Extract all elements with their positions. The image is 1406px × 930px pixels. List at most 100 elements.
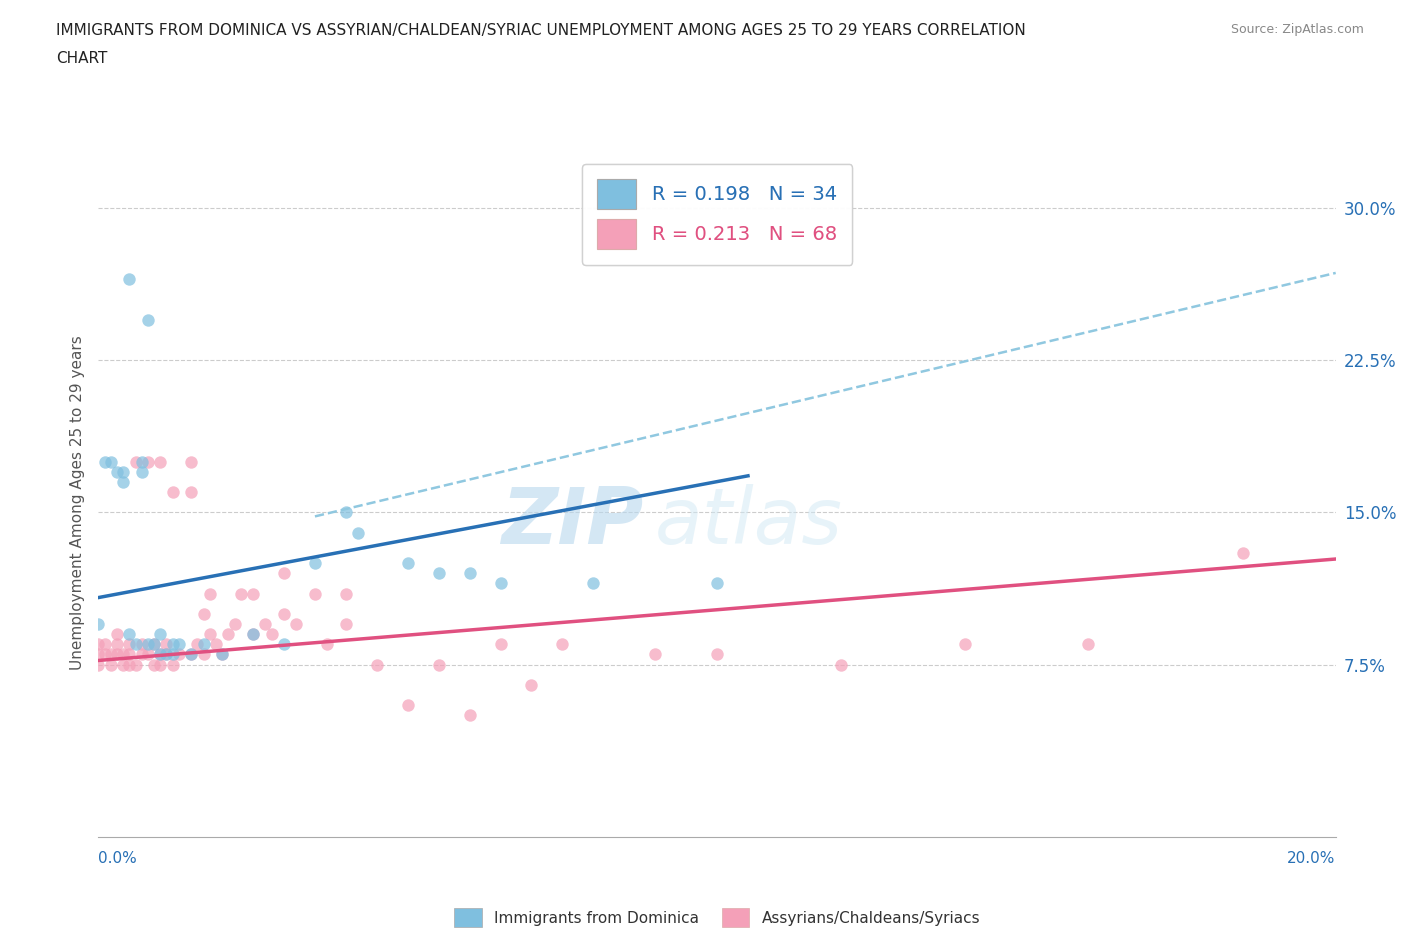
Text: atlas: atlas [655, 485, 844, 560]
Legend: R = 0.198   N = 34, R = 0.213   N = 68: R = 0.198 N = 34, R = 0.213 N = 68 [582, 164, 852, 265]
Point [242, 586, 264, 601]
Point [211, 647, 233, 662]
Point [136, 647, 159, 662]
Point [706, 647, 728, 662]
Point [193, 637, 215, 652]
Point [260, 627, 283, 642]
Point [242, 627, 264, 642]
Point [180, 647, 202, 662]
Point [180, 647, 202, 662]
Point [112, 647, 135, 662]
Point [149, 627, 172, 642]
Point [149, 647, 172, 662]
Point [100, 658, 122, 672]
Point [304, 586, 326, 601]
Text: IMMIGRANTS FROM DOMINICA VS ASSYRIAN/CHALDEAN/SYRIAC UNEMPLOYMENT AMONG AGES 25 : IMMIGRANTS FROM DOMINICA VS ASSYRIAN/CHA… [56, 23, 1026, 38]
Point [180, 454, 202, 469]
Point [162, 658, 184, 672]
Point [143, 637, 166, 652]
Point [100, 454, 122, 469]
Point [112, 464, 135, 479]
Point [198, 627, 221, 642]
Point [285, 617, 308, 631]
Point [254, 617, 277, 631]
Point [335, 586, 357, 601]
Point [180, 485, 202, 499]
Point [131, 454, 153, 469]
Point [162, 637, 184, 652]
Point [105, 464, 128, 479]
Point [273, 606, 295, 621]
Point [1077, 637, 1099, 652]
Point [162, 485, 184, 499]
Point [155, 637, 177, 652]
Point [211, 647, 233, 662]
Point [93, 454, 115, 469]
Point [124, 637, 146, 652]
Text: 0.0%: 0.0% [98, 851, 138, 866]
Point [105, 647, 128, 662]
Point [304, 555, 326, 570]
Point [87, 647, 110, 662]
Point [830, 658, 852, 672]
Point [706, 576, 728, 591]
Point [953, 637, 976, 652]
Point [105, 637, 128, 652]
Point [118, 647, 141, 662]
Point [118, 272, 141, 286]
Point [458, 565, 481, 580]
Point [229, 586, 252, 601]
Point [396, 698, 419, 712]
Point [124, 454, 146, 469]
Point [242, 627, 264, 642]
Point [93, 647, 115, 662]
Point [335, 505, 357, 520]
Point [143, 637, 166, 652]
Point [136, 454, 159, 469]
Point [105, 627, 128, 642]
Point [149, 454, 172, 469]
Point [198, 586, 221, 601]
Point [149, 647, 172, 662]
Point [162, 647, 184, 662]
Point [1232, 546, 1254, 561]
Point [551, 637, 574, 652]
Point [131, 647, 153, 662]
Point [273, 565, 295, 580]
Point [118, 627, 141, 642]
Point [131, 464, 153, 479]
Point [489, 637, 512, 652]
Point [93, 637, 115, 652]
Point [155, 647, 177, 662]
Y-axis label: Unemployment Among Ages 25 to 29 years: Unemployment Among Ages 25 to 29 years [69, 335, 84, 670]
Point [224, 617, 246, 631]
Point [136, 637, 159, 652]
Point [149, 658, 172, 672]
Text: ZIP: ZIP [501, 485, 643, 560]
Point [118, 637, 141, 652]
Point [87, 658, 110, 672]
Point [87, 637, 110, 652]
Point [143, 658, 166, 672]
Point [582, 576, 605, 591]
Point [489, 576, 512, 591]
Text: CHART: CHART [56, 51, 108, 66]
Point [205, 637, 228, 652]
Point [112, 658, 135, 672]
Point [131, 637, 153, 652]
Point [87, 617, 110, 631]
Point [186, 637, 208, 652]
Point [167, 637, 190, 652]
Point [458, 708, 481, 723]
Point [193, 606, 215, 621]
Point [124, 658, 146, 672]
Point [335, 617, 357, 631]
Point [427, 658, 450, 672]
Point [644, 647, 666, 662]
Point [100, 647, 122, 662]
Point [520, 677, 543, 692]
Point [427, 565, 450, 580]
Point [193, 647, 215, 662]
Point [273, 637, 295, 652]
Point [155, 647, 177, 662]
